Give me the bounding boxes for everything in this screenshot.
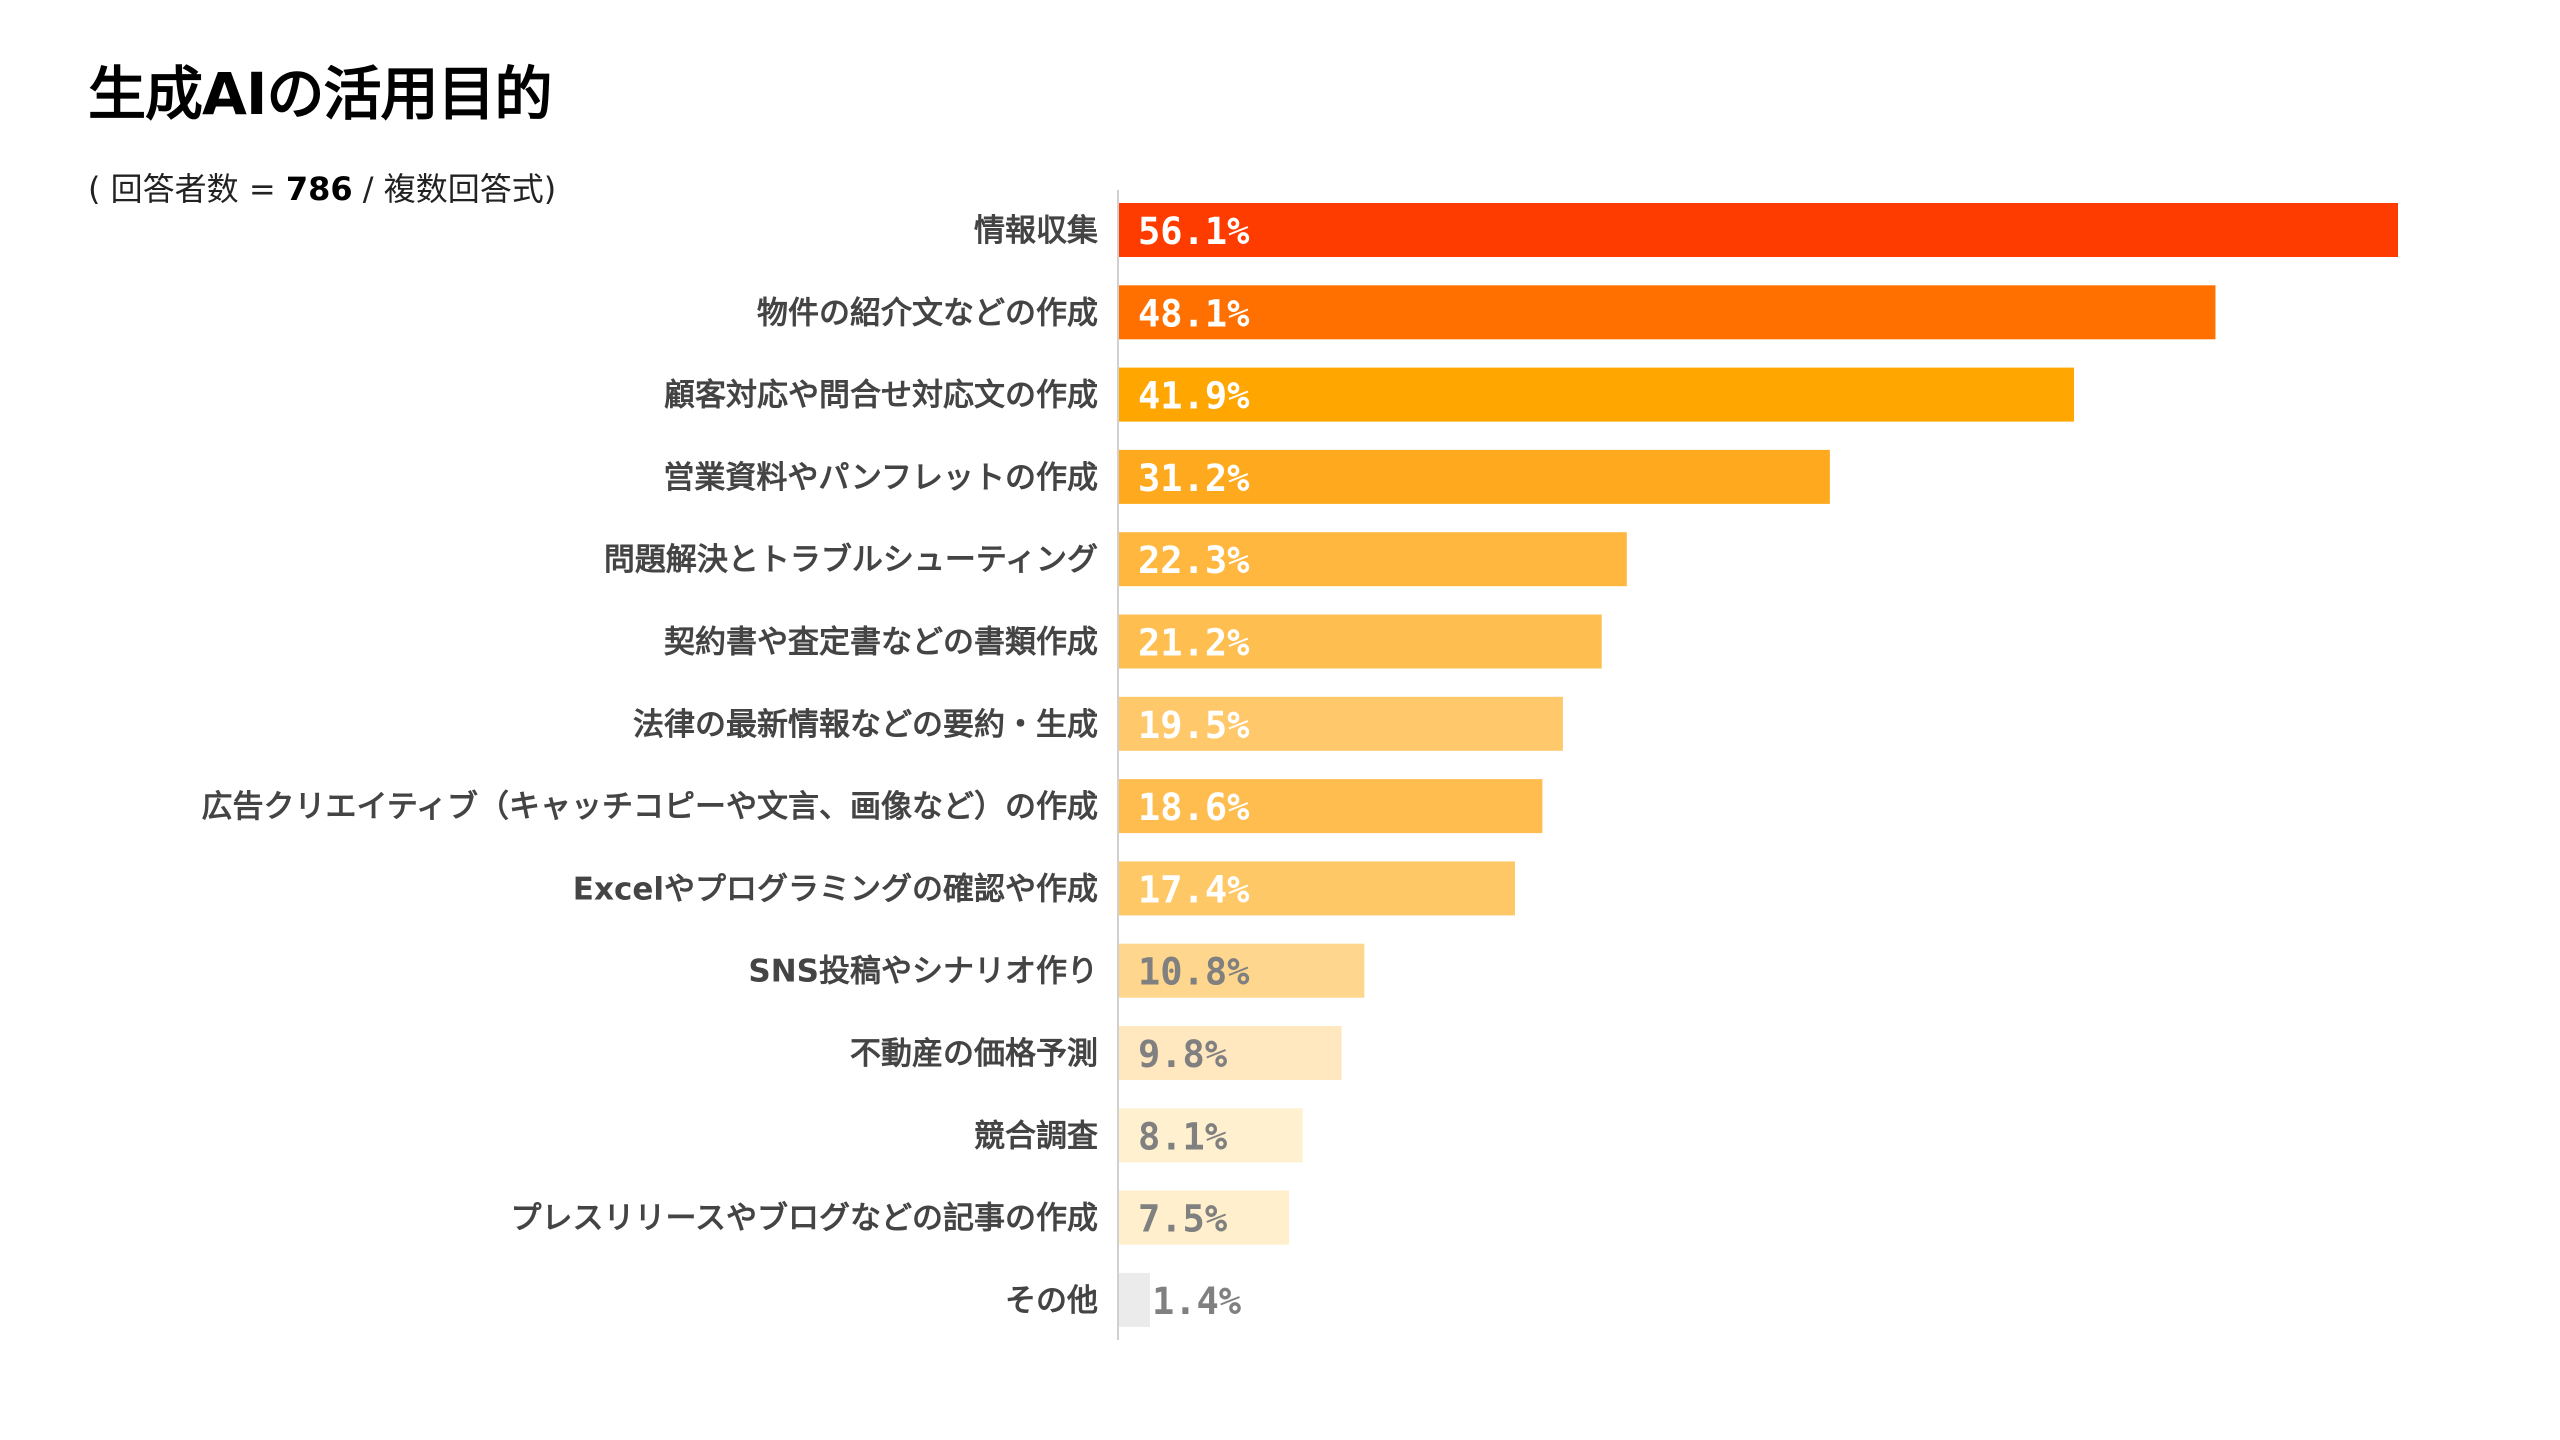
- value-label: 48.1%: [1138, 292, 1250, 335]
- bar: [1118, 861, 1516, 916]
- chart-subtitle: ( 回答者数 = 786 / 複数回答式): [88, 168, 556, 210]
- category-label: Excelやプログラミングの確認や作成: [573, 871, 1098, 907]
- bar: [1118, 943, 1365, 998]
- category-label: 広告クリエイティブ（キャッチコピーや文言、画像など）の作成: [201, 789, 1098, 825]
- chart-title: 生成AIの活用目的: [88, 60, 552, 128]
- bar: [1118, 1272, 1150, 1327]
- value-label: 10.8%: [1138, 951, 1250, 994]
- category-label: 不動産の価格予測: [850, 1036, 1098, 1072]
- bars-group: 情報収集 56.1% 物件の紹介文などの作成 48.1% 顧客対応や問合せ対応文の作成 4…: [201, 203, 2398, 1327]
- category-label: 競合調査: [974, 1118, 1098, 1154]
- category-label: その他: [1005, 1283, 1098, 1319]
- value-label: 22.3%: [1138, 539, 1250, 582]
- value-label: 56.1%: [1138, 210, 1250, 253]
- category-label: 情報収集: [974, 213, 1098, 249]
- bar: [1118, 203, 2398, 257]
- bar: [1118, 449, 1830, 504]
- category-label: 物件の紹介文などの作成: [757, 295, 1098, 331]
- bar: [1118, 1108, 1303, 1163]
- value-label: 19.5%: [1138, 704, 1250, 747]
- bar: [1118, 779, 1543, 834]
- category-label: 契約書や査定書などの書類作成: [664, 625, 1098, 661]
- subtitle-suffix: / 複数回答式): [352, 170, 557, 208]
- value-label: 1.4%: [1152, 1280, 1242, 1323]
- value-label: 9.8%: [1138, 1033, 1228, 1076]
- respondent-count: 786: [285, 170, 353, 208]
- bar: [1118, 614, 1602, 669]
- bar: [1118, 367, 2075, 422]
- value-label: 17.4%: [1138, 868, 1250, 911]
- value-label: 31.2%: [1138, 457, 1250, 500]
- bar: [1118, 285, 2216, 340]
- bar: [1118, 1190, 1290, 1245]
- category-label: 問題解決とトラブルシューティング: [604, 542, 1098, 578]
- category-label: 法律の最新情報などの要約・生成: [633, 707, 1098, 743]
- bar: [1118, 532, 1627, 587]
- category-label: 顧客対応や問合せ対応文の作成: [664, 378, 1098, 414]
- bar: [1118, 696, 1563, 751]
- category-label: 営業資料やパンフレットの作成: [663, 460, 1098, 496]
- value-label: 7.5%: [1138, 1198, 1228, 1241]
- bar: [1118, 1026, 1342, 1080]
- value-label: 18.6%: [1138, 786, 1250, 829]
- value-label: 8.1%: [1138, 1115, 1228, 1158]
- subtitle-prefix: ( 回答者数 =: [88, 170, 286, 208]
- category-label: SNS投稿やシナリオ作り: [748, 954, 1098, 990]
- category-label: プレスリリースやブログなどの記事の作成: [511, 1201, 1098, 1237]
- value-label: 41.9%: [1138, 375, 1250, 418]
- value-label: 21.2%: [1138, 622, 1250, 665]
